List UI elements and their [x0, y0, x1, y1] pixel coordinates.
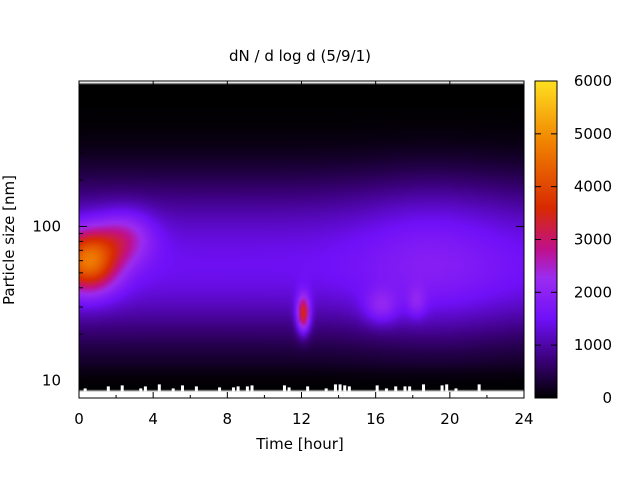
y-tick-label: 100: [32, 217, 61, 235]
colorbar-tick-label: 5000: [574, 125, 612, 143]
missing-data-cell: [477, 384, 481, 392]
colorbar-tick-label: 6000: [574, 72, 612, 90]
missing-data-cell: [306, 386, 310, 392]
x-tick-label: 16: [366, 410, 385, 428]
missing-data-cell: [231, 387, 235, 392]
colorbar-tick-label: 2000: [574, 283, 612, 301]
colorbar-tick-label: 4000: [574, 178, 612, 196]
missing-data-cells: [83, 384, 481, 392]
colorbar-ticks: 0 1000 2000 3000 4000 5000 6000: [535, 72, 612, 407]
missing-data-cell: [106, 386, 110, 392]
y-tick-label: 10: [42, 372, 61, 390]
x-tick-label: 0: [74, 410, 84, 428]
missing-data-cell: [180, 385, 184, 392]
missing-data-cell: [403, 386, 407, 392]
missing-data-cell: [454, 388, 458, 392]
chart-title: dN / d log d (5/9/1): [229, 47, 371, 65]
missing-data-cell: [282, 385, 286, 392]
x-tick-label: 24: [514, 410, 533, 428]
heatmap-image: [79, 81, 524, 398]
missing-data-cell: [250, 385, 254, 392]
missing-data-cell: [422, 384, 426, 392]
missing-data-cell: [218, 387, 222, 392]
x-tick-label: 4: [148, 410, 158, 428]
colorbar: 0 1000 2000 3000 4000 5000 6000: [534, 72, 612, 407]
missing-data-cell: [384, 388, 388, 392]
x-axis: 0 4 8 12 16 20 24: [74, 81, 534, 428]
heatmap-plot-area: [78, 80, 525, 399]
missing-data-cell: [445, 384, 449, 392]
missing-data-cell: [324, 388, 328, 392]
missing-data-cell: [408, 386, 412, 392]
missing-data-cell: [171, 388, 175, 392]
missing-data-cell: [338, 384, 342, 392]
missing-data-cell: [143, 386, 147, 392]
missing-data-cell: [440, 385, 444, 392]
colorbar-tick-label: 0: [602, 389, 612, 407]
x-tick-label: 12: [292, 410, 311, 428]
y-axis: 10 100: [32, 86, 524, 390]
missing-data-cell: [245, 386, 249, 392]
colorbar-tick-label: 1000: [574, 336, 612, 354]
missing-data-cell: [139, 388, 143, 392]
missing-data-cell: [394, 386, 398, 392]
y-axis-label: Particle size [nm]: [0, 175, 18, 305]
missing-data-cell: [375, 385, 379, 392]
missing-data-cell: [83, 388, 87, 392]
missing-data-cell: [194, 386, 198, 392]
missing-data-cell: [157, 384, 161, 392]
x-axis-label: Time [hour]: [255, 435, 344, 453]
missing-data-cell: [343, 385, 347, 392]
missing-data-cell: [333, 384, 337, 392]
missing-data-cell: [347, 386, 351, 392]
colorbar-tick-label: 3000: [574, 231, 612, 249]
missing-data-cell: [287, 387, 291, 392]
missing-data-cell: [236, 386, 240, 392]
x-tick-label: 20: [440, 410, 459, 428]
missing-data-cell: [120, 385, 124, 392]
x-tick-label: 8: [223, 410, 233, 428]
